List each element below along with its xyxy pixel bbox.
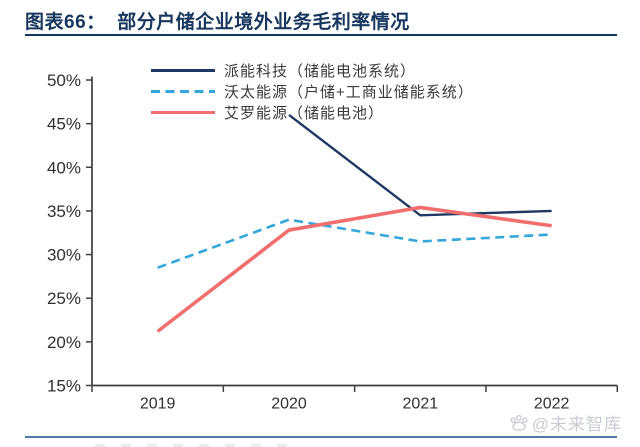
legend-label: 艾罗能源（储能电池） <box>224 105 385 122</box>
watermark-text: @未来智库 <box>531 415 622 434</box>
title-underline <box>25 34 617 36</box>
legend-label: 派能科技（储能电池系统） <box>224 63 417 80</box>
legend-label: 沃太能源（户储+工商业储能系统） <box>224 84 474 101</box>
y-tick-label: 30% <box>47 246 81 265</box>
x-tick-label: 2020 <box>271 396 307 413</box>
legend-item-2: 艾罗能源（储能电池） <box>151 102 474 123</box>
y-tick-label: 35% <box>47 202 81 221</box>
series-line-0 <box>288 113 552 217</box>
y-tick-label: 45% <box>47 115 81 134</box>
y-tick-label: 20% <box>47 333 81 352</box>
paw-icon <box>510 414 528 431</box>
y-tick-label: 25% <box>47 289 81 308</box>
chart-title: 图表66： 部分户储企业境外业务毛利率情况 <box>25 12 410 33</box>
legend-line-swatch-red <box>151 110 215 115</box>
legend-item-0: 派能科技（储能电池系统） <box>151 60 474 81</box>
y-tick-label: 40% <box>47 158 81 177</box>
x-tick-label: 2022 <box>534 396 570 413</box>
legend-item-1: 沃太能源（户储+工商业储能系统） <box>151 81 474 102</box>
y-tick-label: 50% <box>47 71 81 90</box>
watermark: @未来智库 <box>509 410 622 435</box>
x-tick-label: 2019 <box>140 396 176 413</box>
bottom-divider <box>25 436 617 438</box>
y-tick-label: 15% <box>47 377 81 396</box>
series-line-1 <box>157 218 552 269</box>
legend-line-swatch-navy <box>151 69 215 72</box>
x-tick-label: 2021 <box>403 396 439 413</box>
legend-line-swatch-dashed-blue <box>151 90 215 93</box>
series-line-2 <box>156 205 552 333</box>
legend: 派能科技（储能电池系统） 沃太能源（户储+工商业储能系统） 艾罗能源（储能电池） <box>151 60 474 123</box>
cutoff-text-remnant <box>95 444 295 447</box>
